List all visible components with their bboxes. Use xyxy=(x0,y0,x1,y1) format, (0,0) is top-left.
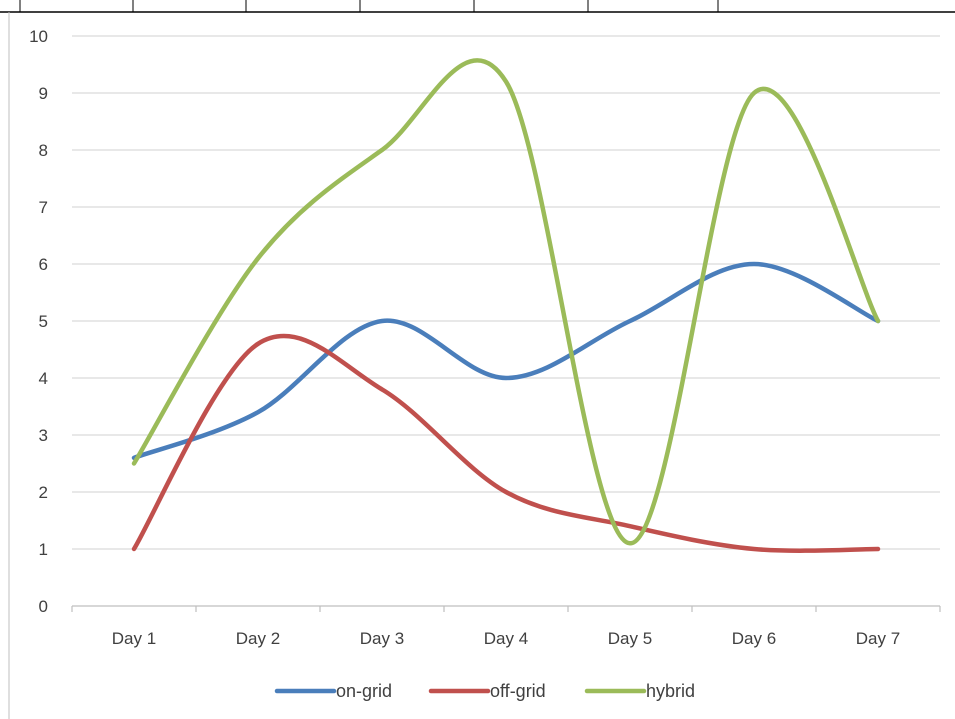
legend: on-grid off-grid hybrid xyxy=(274,681,695,701)
y-tick-label: 8 xyxy=(39,141,48,160)
legend-label: hybrid xyxy=(646,681,695,701)
y-tick-label: 4 xyxy=(39,369,48,388)
x-tick-label: Day 4 xyxy=(484,629,528,648)
y-tick-label: 10 xyxy=(29,27,48,46)
gridlines xyxy=(72,35,940,550)
x-tick-label: Day 2 xyxy=(236,629,280,648)
legend-label: on-grid xyxy=(336,681,392,701)
x-tick-label: Day 5 xyxy=(608,629,652,648)
y-tick-label: 0 xyxy=(39,597,48,616)
series-lines xyxy=(131,58,881,553)
y-tick-label: 7 xyxy=(39,198,48,217)
x-tick-label: Day 3 xyxy=(360,629,404,648)
x-tick-label: Day 1 xyxy=(112,629,156,648)
y-tick-label: 5 xyxy=(39,312,48,331)
y-tick-label: 6 xyxy=(39,255,48,274)
x-tick-label: Day 7 xyxy=(856,629,900,648)
series-line-hybrid xyxy=(131,58,881,546)
legend-label: off-grid xyxy=(490,681,546,701)
x-tick-label: Day 6 xyxy=(732,629,776,648)
series-line-off-grid xyxy=(131,333,881,553)
series-line-on-grid xyxy=(131,261,881,461)
y-tick-label: 9 xyxy=(39,84,48,103)
y-tick-label: 2 xyxy=(39,483,48,502)
y-axis: 0 1 2 3 4 5 6 7 8 9 10 xyxy=(29,27,48,616)
y-tick-label: 3 xyxy=(39,426,48,445)
y-tick-label: 1 xyxy=(39,540,48,559)
x-axis: Day 1 Day 2 Day 3 Day 4 Day 5 Day 6 Day 7 xyxy=(71,605,941,648)
